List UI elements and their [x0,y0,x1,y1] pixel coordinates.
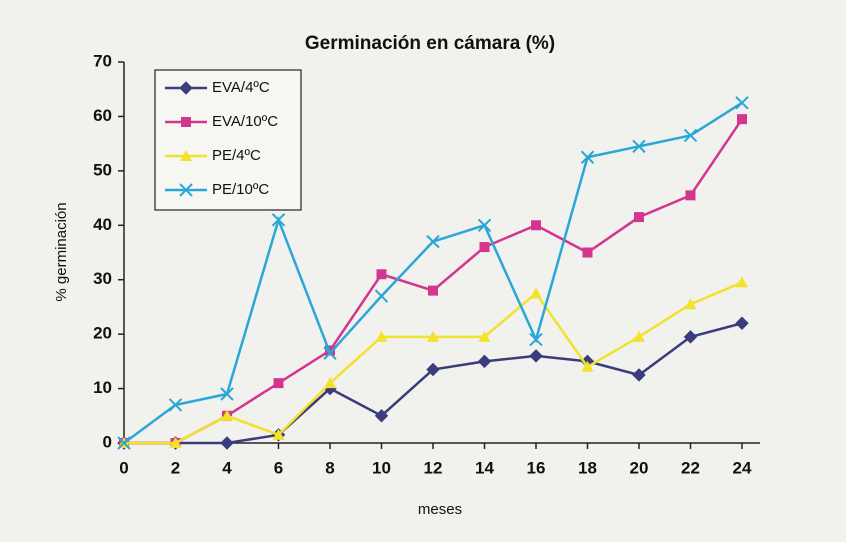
data-point [581,360,594,372]
y-tick-label: 30 [93,269,112,288]
y-tick-label: 10 [93,378,112,397]
y-tick-label: 40 [93,215,112,234]
data-point [221,409,233,421]
x-tick-label: 16 [527,458,546,477]
data-point [272,428,285,440]
data-point [220,387,234,401]
legend-marker [179,81,193,95]
legend-label: EVA/10ºC [212,113,278,130]
data-point [375,330,388,342]
data-point [735,316,749,330]
y-tick-label: 20 [93,324,112,343]
x-tick-label: 14 [475,458,494,477]
data-point [271,213,286,227]
y-tick-label: 50 [93,160,112,179]
data-point [273,378,284,389]
legend-label: EVA/4ºC [212,79,270,96]
legend-label: PE/10ºC [212,181,269,198]
legend-label: PE/4ºC [212,147,261,164]
data-point [530,287,542,299]
x-tick-label: 22 [681,458,700,477]
data-point [737,114,747,125]
data-point [479,242,490,253]
x-tick-label: 2 [171,458,180,477]
legend-marker [181,117,191,127]
data-point [529,349,543,363]
x-tick-label: 6 [274,458,283,477]
x-tick-label: 24 [733,458,752,477]
data-point [685,190,696,201]
y-tick-label: 0 [103,432,112,451]
data-point [531,220,541,231]
data-point [633,330,645,342]
data-point [736,276,748,288]
x-tick-label: 12 [424,458,443,477]
data-point [168,398,183,412]
y-axis-label: % germinación [53,202,70,301]
x-tick-label: 8 [325,458,334,477]
legend-box [154,69,302,211]
legend-marker [180,150,192,161]
data-point [582,247,593,258]
x-tick-label: 20 [630,458,649,477]
data-point [169,437,182,448]
data-point [477,354,492,369]
data-point [683,330,698,344]
data-point [735,96,749,110]
data-point [376,269,387,280]
data-point [529,332,543,347]
data-point [632,139,646,154]
data-point [477,218,492,232]
data-point [426,362,440,377]
data-point [428,285,438,296]
data-point [117,436,131,450]
chart-title: Germinación en cámara (%) [305,33,555,54]
x-tick-label: 4 [222,458,232,477]
data-point [478,330,491,342]
data-point [427,330,439,342]
y-tick-label: 60 [93,106,112,125]
x-tick-label: 10 [372,458,391,477]
data-point [426,234,440,249]
data-point [632,368,646,382]
data-point [580,150,595,164]
x-tick-label: 0 [119,458,128,477]
y-tick-label: 70 [93,51,112,70]
data-point [374,289,389,303]
data-point [634,212,644,223]
legend-marker [179,183,193,197]
data-point [220,436,234,450]
x-tick-label: 18 [578,458,597,477]
data-point [684,298,697,310]
data-point [374,409,389,423]
data-point [683,128,698,143]
data-point [324,377,336,389]
data-point [323,346,337,360]
x-axis-label: meses [418,501,462,518]
